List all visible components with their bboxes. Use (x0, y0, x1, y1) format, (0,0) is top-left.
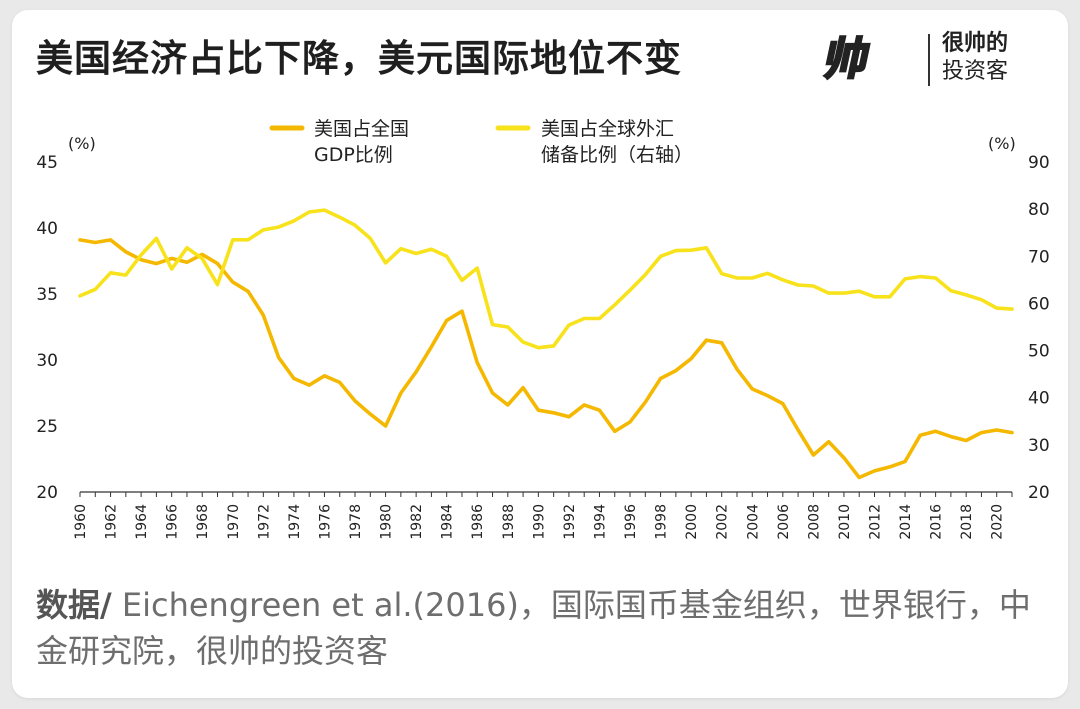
x-tick-label: 1972 (256, 504, 272, 540)
x-tick-label: 1998 (654, 504, 670, 540)
legend-label-gdp-line1: 美国占全国 (314, 118, 409, 140)
x-tick-label: 2016 (929, 504, 945, 540)
x-tick-label: 1980 (379, 504, 395, 540)
series-line-gdp (78, 238, 1014, 480)
x-tick-label: 1992 (562, 504, 578, 540)
x-tick-label: 1994 (592, 504, 608, 540)
right-tick-label: 50 (1028, 342, 1050, 362)
source-text: Eichengreen et al.(2016)，国际国币基金组织，世界银行，中… (36, 586, 1031, 670)
brand-divider (928, 34, 930, 86)
legend-label-reserve-line2: 储备比例（右轴） (541, 144, 693, 166)
x-tick-label: 1964 (134, 504, 150, 540)
series-line-reserve (78, 208, 1014, 350)
right-tick-label: 40 (1028, 389, 1050, 409)
right-tick-label: 80 (1028, 200, 1050, 220)
left-tick-label: 25 (36, 417, 58, 437)
right-tick-label: 90 (1028, 153, 1050, 173)
right-axis-unit: (%) (988, 134, 1016, 153)
x-tick-label: 1996 (623, 504, 639, 540)
x-tick-label: 2012 (867, 504, 883, 540)
x-tick-label: 1974 (287, 504, 303, 540)
x-tick-label: 2014 (898, 504, 914, 540)
x-tick-label: 2002 (715, 504, 731, 540)
x-tick-label: 1970 (226, 504, 242, 540)
x-tick-label: 1988 (501, 504, 517, 540)
left-tick-label: 30 (36, 351, 58, 371)
x-tick-label: 1984 (440, 504, 456, 540)
x-tick-label: 1960 (73, 504, 89, 540)
x-tick-label: 1966 (165, 504, 181, 540)
left-tick-label: 40 (36, 219, 58, 239)
x-tick-label: 1978 (348, 504, 364, 540)
right-tick-label: 60 (1028, 294, 1050, 314)
x-tick-label: 2006 (776, 504, 792, 540)
x-tick-label: 1990 (531, 504, 547, 540)
brand-text: 很帅的 投资客 (942, 30, 1008, 86)
x-tick-label: 2010 (837, 504, 853, 540)
brand-mark-icon: 帅 (818, 33, 875, 86)
legend-label-gdp-line2: GDP比例 (314, 144, 393, 166)
axes: 20 25 30 35 40 45 20 30 40 50 60 70 80 90 1960 1962 1964… (36, 153, 1049, 540)
x-tick-label: 2000 (684, 504, 700, 540)
right-tick-label: 70 (1028, 247, 1050, 267)
right-tick-label: 30 (1028, 436, 1050, 456)
left-axis-unit: (%) (68, 134, 96, 153)
x-tick-label: 1986 (470, 504, 486, 540)
source-label: 数据/ (36, 586, 112, 624)
source-note: 数据/ Eichengreen et al.(2016)，国际国币基金组织，世界… (36, 582, 1036, 674)
left-tick-label: 20 (36, 483, 58, 503)
x-tick-label: 2020 (990, 504, 1006, 540)
legend: 美国占全国 GDP比例 美国占全球外汇 储备比例（右轴） (269, 118, 693, 166)
right-tick-label: 20 (1028, 483, 1050, 503)
brand-logo: 帅 (818, 26, 1050, 98)
brand-line-1: 很帅的 (942, 31, 1009, 56)
chart-title: 美国经济占比下降，美元国际地位不变 (36, 37, 682, 80)
series-lines (78, 208, 1014, 480)
x-tick-label: 2008 (806, 504, 822, 540)
left-tick-label: 45 (36, 153, 58, 173)
x-tick-label: 1976 (317, 504, 333, 540)
x-tick-label: 1968 (195, 504, 211, 540)
brand-line-2: 投资客 (942, 59, 1009, 84)
x-tick-label: 1982 (409, 504, 425, 540)
x-tick-label: 2004 (745, 504, 761, 540)
x-tick-label: 2018 (959, 504, 975, 540)
x-tick-label: 1962 (104, 504, 120, 540)
legend-label-reserve-line1: 美国占全球外汇 (541, 118, 674, 140)
left-tick-label: 35 (36, 285, 58, 305)
chart-card (12, 10, 1068, 698)
